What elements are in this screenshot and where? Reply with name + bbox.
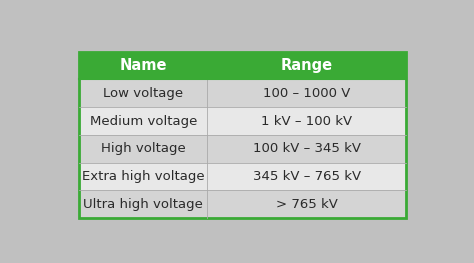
Text: 345 kV – 765 kV: 345 kV – 765 kV — [253, 170, 361, 183]
Bar — [80, 163, 207, 190]
Text: Low voltage: Low voltage — [103, 87, 183, 100]
Bar — [207, 163, 406, 190]
Bar — [207, 79, 406, 107]
Bar — [80, 52, 406, 218]
Bar — [80, 52, 207, 79]
Bar — [80, 79, 207, 107]
Text: High voltage: High voltage — [101, 142, 186, 155]
Text: Ultra high voltage: Ultra high voltage — [83, 198, 203, 210]
Text: Extra high voltage: Extra high voltage — [82, 170, 204, 183]
Text: 100 – 1000 V: 100 – 1000 V — [263, 87, 350, 100]
Bar — [207, 190, 406, 218]
Bar — [80, 190, 207, 218]
Text: Medium voltage: Medium voltage — [90, 114, 197, 128]
Text: 100 kV – 345 kV: 100 kV – 345 kV — [253, 142, 361, 155]
Text: 1 kV – 100 kV: 1 kV – 100 kV — [261, 114, 352, 128]
Text: > 765 kV: > 765 kV — [276, 198, 337, 210]
Bar — [80, 107, 207, 135]
Bar — [207, 52, 406, 79]
Bar — [80, 135, 207, 163]
Bar — [207, 107, 406, 135]
Bar — [207, 135, 406, 163]
Text: Name: Name — [119, 58, 167, 73]
Text: Range: Range — [281, 58, 333, 73]
